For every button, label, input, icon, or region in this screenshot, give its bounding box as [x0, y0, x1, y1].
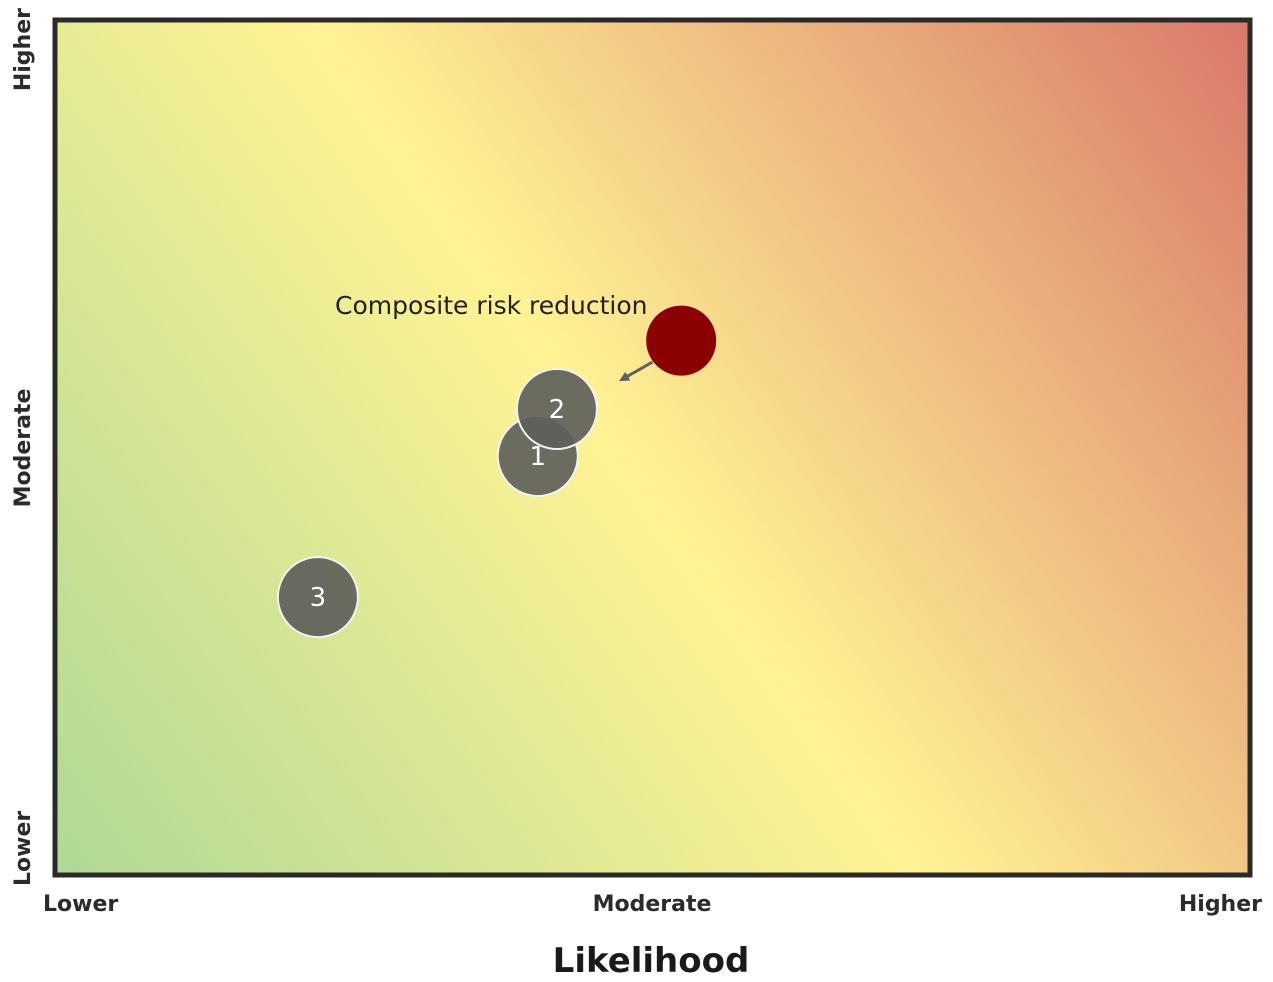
y-axis-ticks: Lower Moderate Higher — [11, 8, 36, 886]
x-tick-label: Moderate — [593, 892, 712, 917]
plot-area — [52, 17, 1253, 878]
bubble-label: 1 — [530, 442, 547, 472]
bubble-label: 2 — [549, 395, 566, 425]
bubble-current-risk — [646, 305, 717, 376]
y-tick-label: Moderate — [11, 389, 36, 508]
data-points: 3 12 — [276, 305, 717, 639]
x-tick-label: Higher — [1179, 892, 1262, 917]
bubble-label: 3 — [310, 583, 327, 613]
x-axis-ticks: Lower Moderate Higher — [43, 892, 1262, 917]
bubble-3 — [276, 556, 359, 639]
annotation-arrow — [619, 360, 654, 382]
x-axis-title: Likelihood — [553, 941, 750, 981]
annotation-text: Composite risk reduction — [335, 291, 648, 320]
y-tick-label: Lower — [11, 811, 36, 886]
y-tick-label: Higher — [11, 8, 36, 91]
x-tick-label: Lower — [43, 892, 118, 917]
bubble-2 — [515, 368, 598, 451]
